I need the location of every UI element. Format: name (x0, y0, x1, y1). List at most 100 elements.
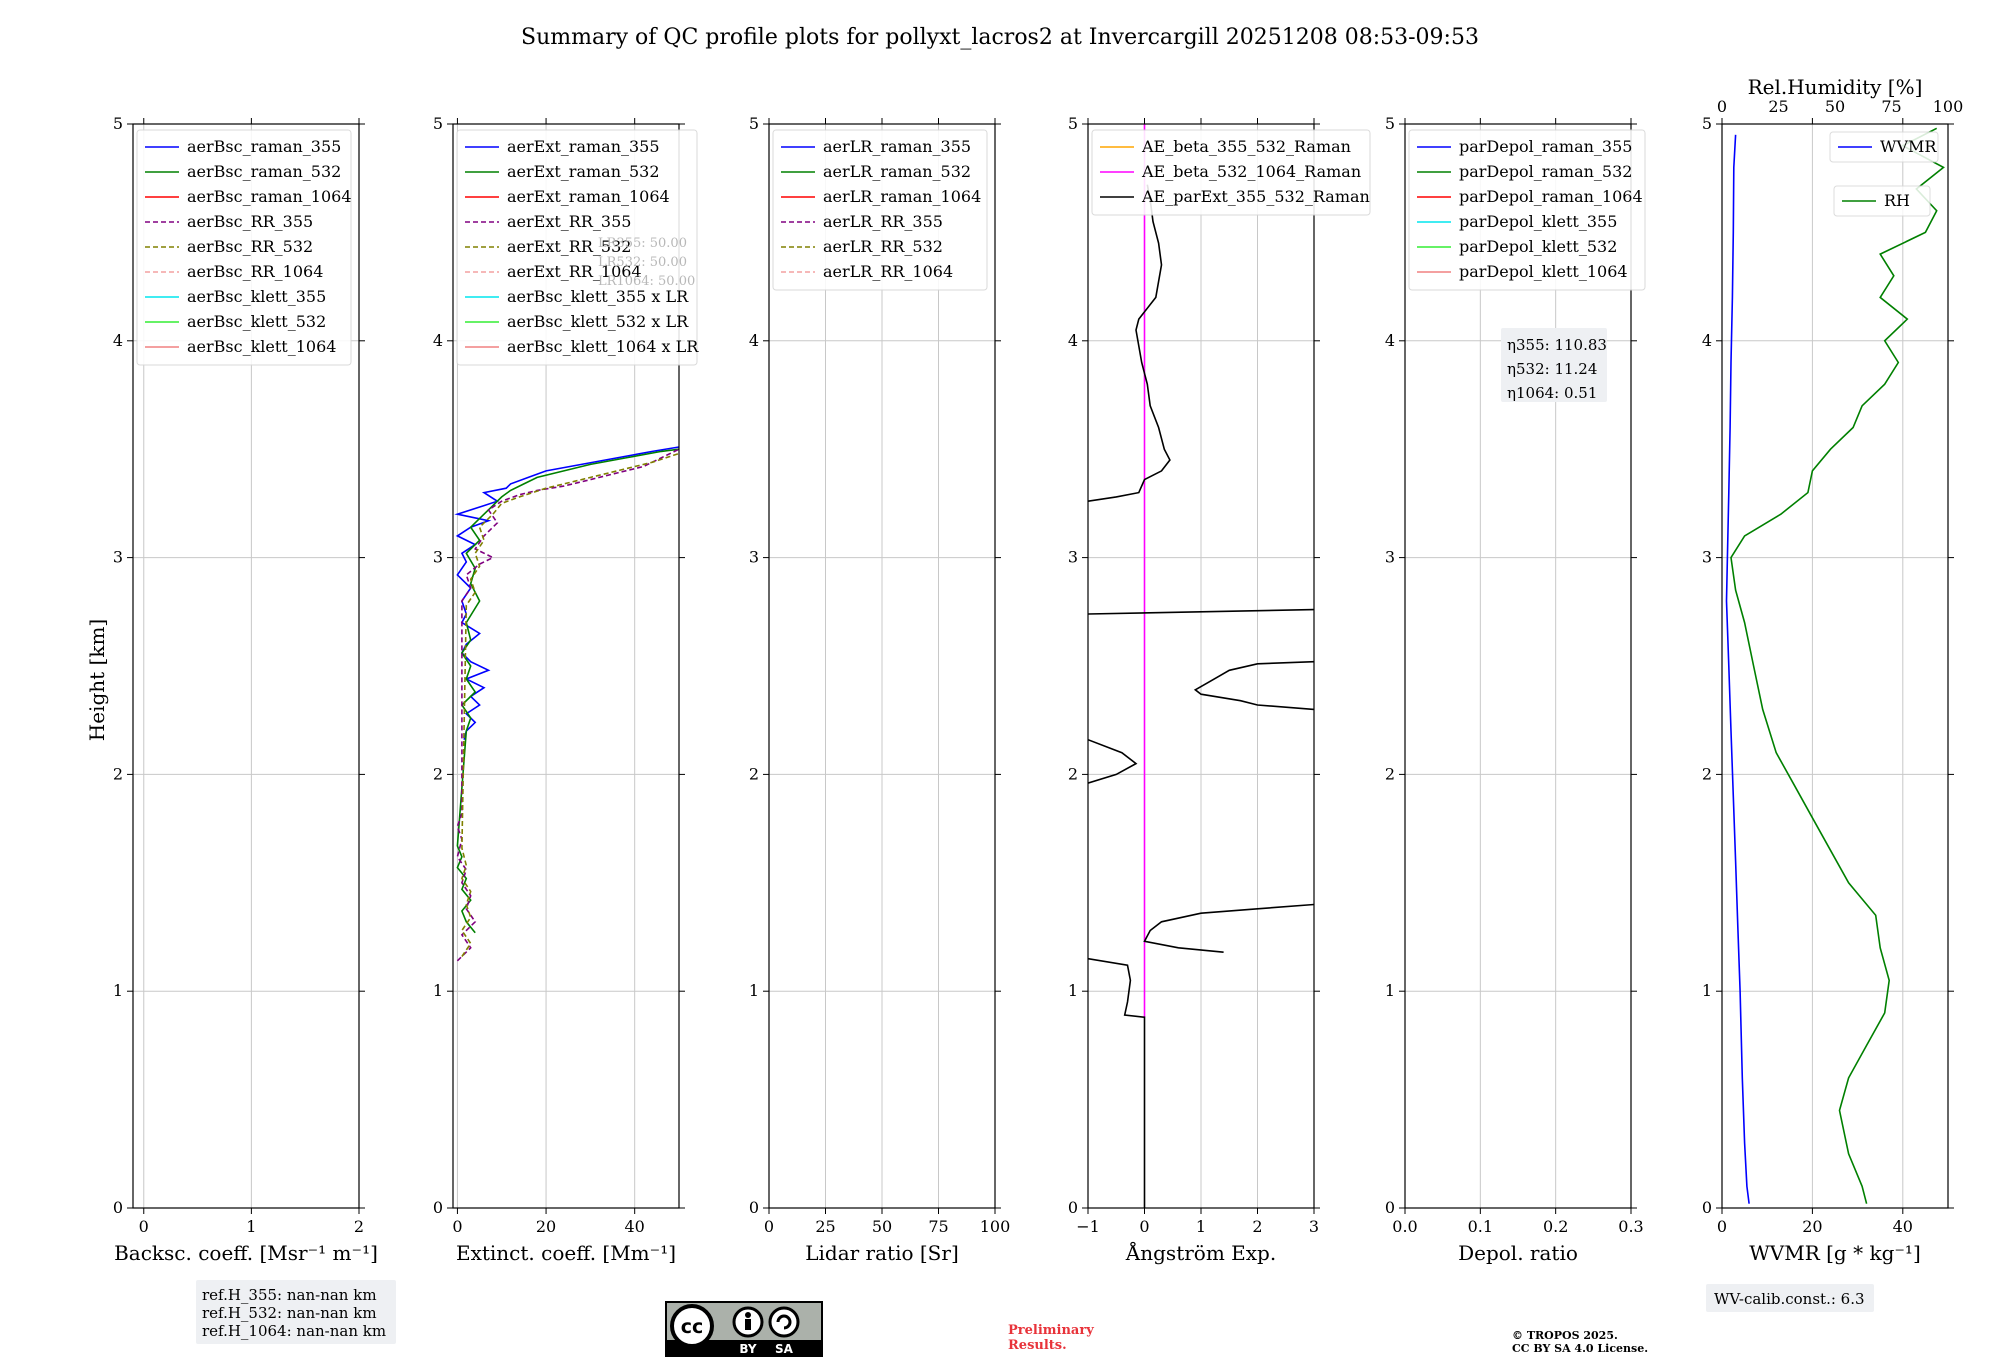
lr-annotation-0: LR355: 50.00 (598, 236, 687, 251)
ytick-label-lr-2: 2 (749, 764, 759, 783)
eta-annotation-0: η355: 110.83 (1507, 336, 1607, 354)
legend-box-depol (1408, 129, 1646, 291)
legend-label-rh: RH (1884, 191, 1910, 210)
cc-logo-icon (670, 1304, 714, 1348)
legend-label-lr-1: aerLR_raman_532 (823, 162, 971, 181)
legend-bsc: aerBsc_raman_355 aerBsc_raman_532 aerBsc_r… (136, 129, 352, 366)
series-line-ext-3 (460, 452, 679, 957)
ytick-label-ext-0: 0 (433, 1198, 443, 1217)
xtick-label-lr-4: 100 (980, 1217, 1011, 1236)
ytick-label-bsc-1: 1 (113, 981, 123, 1000)
legend-label-ext-4: aerExt_RR_532 (507, 237, 631, 256)
legend-label-ext-2: aerExt_raman_1064 (507, 187, 670, 206)
legend-label-ext-5: aerExt_RR_1064 (507, 262, 642, 281)
legend-ext: aerExt_raman_355 aerExt_raman_532 aerExt_r… (456, 129, 699, 366)
panel-lr: 0 25 50 75 100 0 1 2 3 4 5 Lidar ratio [Sr] aerLR_ra… (749, 114, 1010, 1265)
ytick-label-ae-2: 2 (1068, 764, 1078, 783)
xtick-label-ae-3: 2 (1252, 1217, 1262, 1236)
x-axis-label-ext: Extinct. coeff. [Mm⁻¹] (456, 1241, 676, 1265)
legend-label-depol-1: parDepol_raman_532 (1459, 162, 1632, 181)
top-xtick-label-wv-4: 100 (1933, 97, 1964, 116)
legend-label-lr-5: aerLR_RR_1064 (823, 262, 953, 281)
legend-depol: parDepol_raman_355 parDepol_raman_532 parD… (1408, 129, 1646, 291)
panel-bsc: 0 1 2 0 1 2 3 4 5 Backsc. coeff. [Msr⁻¹ m⁻¹] aerBs… (113, 114, 378, 1265)
ytick-label-ext-3: 3 (433, 548, 443, 567)
series-line-ext-0 (454, 446, 679, 740)
series-line-ae-5 (1088, 608, 1314, 615)
xtick-label-bsc-2: 2 (354, 1217, 364, 1236)
x-axis-label-ae: Ångström Exp. (1125, 1240, 1276, 1265)
legend-label-ext-7: aerBsc_klett_532 x LR (507, 312, 689, 331)
xtick-label-lr-1: 25 (815, 1217, 835, 1236)
ytick-label-depol-5: 5 (1385, 114, 1395, 133)
xtick-label-lr-3: 75 (928, 1217, 948, 1236)
refheight-532: ref.H_532: nan-nan km (202, 1304, 377, 1322)
copyright-line-2: CC BY SA 4.0 License. (1512, 1342, 1648, 1355)
legend-label-ae-1: AE_beta_532_1064_Raman (1141, 162, 1361, 181)
xtick-label-ext-1: 20 (536, 1217, 556, 1236)
sa-label: SA (775, 1342, 794, 1356)
legend-label-bsc-6: aerBsc_klett_355 (187, 287, 326, 306)
top-xtick-label-wv-3: 75 (1881, 97, 1901, 116)
series-line-wv-1 (1730, 127, 1945, 1204)
eta-box-bg (1501, 328, 1607, 402)
legend-label-bsc-4: aerBsc_RR_532 (187, 237, 313, 256)
ytick-label-depol-0: 0 (1385, 1198, 1395, 1217)
legend-label-bsc-0: aerBsc_raman_355 (187, 137, 341, 156)
legend-label-lr-4: aerLR_RR_532 (823, 237, 943, 256)
legend-label-bsc-3: aerBsc_RR_355 (187, 212, 313, 231)
xtick-label-wv-1: 20 (1802, 1217, 1822, 1236)
legend-label-depol-4: parDepol_klett_532 (1459, 237, 1617, 256)
refheight-355: ref.H_355: nan-nan km (202, 1286, 377, 1304)
ytick-label-wv-5: 5 (1702, 114, 1712, 133)
lr-annotation-2: LR1064: 50.00 (598, 274, 695, 289)
xtick-label-ext-2: 40 (625, 1217, 645, 1236)
ytick-label-ext-1: 1 (433, 981, 443, 1000)
xtick-label-ae-1: 0 (1139, 1217, 1149, 1236)
legend-label-lr-3: aerLR_RR_355 (823, 212, 943, 231)
xtick-label-ae-4: 3 (1309, 1217, 1319, 1236)
panel-ext: 0 20 40 0 1 2 3 4 5 Extinct. coeff. [Mm⁻¹] aerExt_… (433, 114, 699, 1265)
legend-label-ae-0: AE_beta_355_532_Raman (1141, 137, 1351, 156)
xtick-label-ae-0: −1 (1076, 1217, 1100, 1236)
legend-label-ext-3: aerExt_RR_355 (507, 212, 631, 231)
ytick-label-depol-4: 4 (1385, 331, 1395, 350)
legend-label-depol-2: parDepol_raman_1064 (1459, 187, 1643, 206)
xtick-label-lr-0: 0 (764, 1217, 774, 1236)
legend-label-depol-5: parDepol_klett_1064 (1459, 262, 1628, 281)
y-axis-label: Height [km] (85, 619, 109, 741)
legend-box-rh (1833, 185, 1931, 217)
legend-label-lr-0: aerLR_raman_355 (823, 137, 971, 156)
ytick-label-bsc-3: 3 (113, 548, 123, 567)
ytick-label-lr-0: 0 (749, 1198, 759, 1217)
xtick-label-depol-0: 0.0 (1392, 1217, 1417, 1236)
ytick-label-lr-1: 1 (749, 981, 759, 1000)
legend-lr: aerLR_raman_355 aerLR_raman_532 aerLR_rama… (772, 129, 988, 291)
ytick-label-ae-4: 4 (1068, 331, 1078, 350)
top-xtick-label-wv-0: 0 (1717, 97, 1727, 116)
legend-label-bsc-5: aerBsc_RR_1064 (187, 262, 323, 281)
panel-depol: 0.0 0.1 0.2 0.3 0 1 2 3 4 5 Depol. ratio parDepol_r… (1385, 114, 1646, 1265)
legend-wv-wvmr: WVMR (1829, 131, 1939, 163)
ytick-label-depol-2: 2 (1385, 764, 1395, 783)
x-axis-label-bsc: Backsc. coeff. [Msr⁻¹ m⁻¹] (114, 1241, 378, 1265)
ytick-label-bsc-2: 2 (113, 764, 123, 783)
ytick-label-depol-1: 1 (1385, 981, 1395, 1000)
cc-logo-text: cc (681, 1316, 704, 1338)
figure-title: Summary of QC profile plots for pollyxt_… (521, 25, 1479, 50)
legend-box-ext (456, 129, 698, 366)
legend-wv-rh: RH (1833, 185, 1931, 217)
lr-annotation-1: LR532: 50.00 (598, 255, 687, 270)
ytick-label-ext-5: 5 (433, 114, 443, 133)
xtick-label-ext-0: 0 (452, 1217, 462, 1236)
series-line-ext-1 (456, 448, 679, 934)
top-xtick-label-wv-1: 25 (1768, 97, 1788, 116)
series-line-ae-4 (1193, 660, 1314, 711)
eta-annotation-1: η532: 11.24 (1507, 360, 1597, 378)
ytick-label-wv-0: 0 (1702, 1198, 1712, 1217)
legend-label-ext-6: aerBsc_klett_355 x LR (507, 287, 689, 306)
preliminary-line-2: Results. (1008, 1338, 1067, 1353)
